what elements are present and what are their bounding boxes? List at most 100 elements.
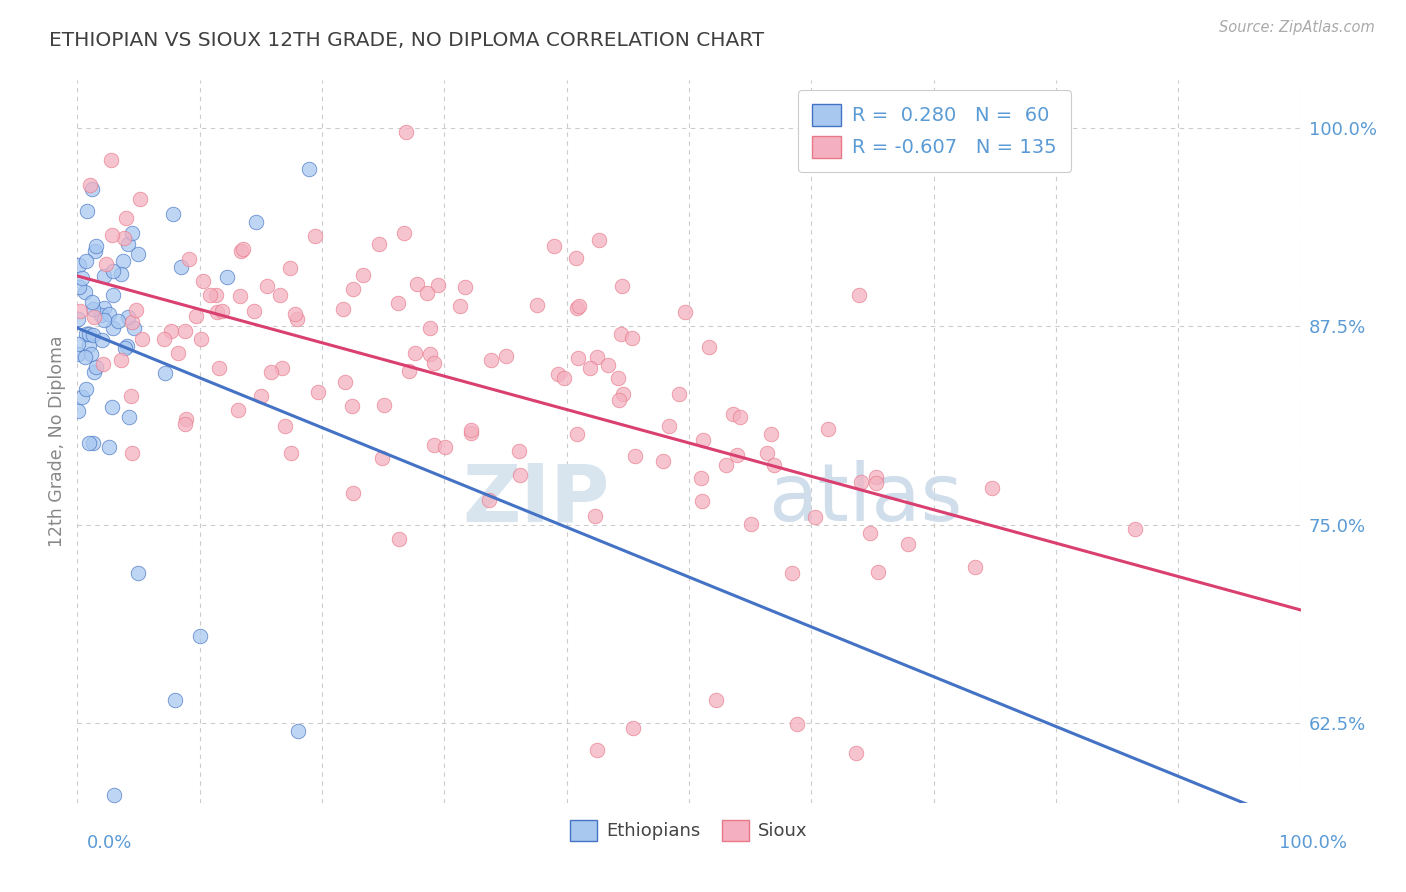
Point [460,425,482,440]
Point [387,296,409,310]
Point [121,315,143,329]
Point [866,565,889,579]
Point [817,422,839,436]
Point [82,327,104,342]
Point [586,350,609,364]
Point [67,404,90,418]
Point [67,258,90,272]
Point [211,304,233,318]
Point [848,288,870,302]
Point [75,285,97,300]
Point [668,387,690,401]
Point [120,389,142,403]
Point [188,629,211,643]
Point [673,305,696,319]
Point [76,204,98,219]
Point [229,244,252,258]
Point [67,346,90,360]
Point [100,227,122,242]
Point [94,257,117,271]
Point [125,303,148,318]
Point [269,287,291,301]
Point [373,399,395,413]
Point [98,440,121,454]
Point [612,387,634,401]
Point [721,407,744,421]
Point [567,351,589,365]
Point [780,566,803,581]
Point [127,566,149,580]
Point [103,321,125,335]
Point [509,468,531,483]
Point [280,445,302,459]
Point [728,410,751,425]
Point [803,510,825,524]
Point [579,360,602,375]
Point [370,450,392,465]
Point [454,280,477,294]
Point [1123,522,1146,536]
Point [80,182,103,196]
Point [205,288,228,302]
Point [284,307,307,321]
Point [274,418,297,433]
Point [107,314,129,328]
Point [278,260,301,275]
Point [298,162,321,177]
Point [117,237,139,252]
Point [460,423,482,437]
Point [585,743,607,757]
Point [307,384,329,399]
Point [80,347,103,361]
Point [165,692,187,706]
Point [75,383,97,397]
Point [690,493,713,508]
Point [588,233,610,247]
Point [526,298,548,312]
Point [565,301,588,315]
Point [392,226,415,240]
Point [415,285,437,300]
Point [193,274,215,288]
Point [101,288,124,302]
Point [70,271,93,285]
Point [217,269,239,284]
Point [704,693,727,707]
Point [865,470,887,484]
Point [79,178,101,192]
Point [583,508,606,523]
Y-axis label: 12th Grade, No Diploma: 12th Grade, No Diploma [48,335,66,548]
Point [226,402,249,417]
Point [980,481,1002,495]
Point [285,311,308,326]
Point [162,206,184,220]
Point [117,310,139,325]
Point [547,367,569,381]
Point [740,516,762,531]
Point [426,277,449,292]
Point [287,724,309,739]
Point [897,537,920,551]
Point [419,347,441,361]
Point [115,339,138,353]
Point [624,449,647,463]
Point [859,525,882,540]
Point [200,287,222,301]
Point [963,560,986,574]
Point [75,326,97,341]
Point [75,253,97,268]
Point [82,302,104,317]
Point [93,313,115,327]
Point [190,332,212,346]
Point [184,309,207,323]
Point [77,436,100,450]
Point [260,365,283,379]
Point [110,353,132,368]
Point [697,340,720,354]
Point [398,364,420,378]
Point [623,721,645,735]
Point [100,153,122,167]
Point [174,412,197,426]
Point [567,426,589,441]
Point [245,215,267,229]
